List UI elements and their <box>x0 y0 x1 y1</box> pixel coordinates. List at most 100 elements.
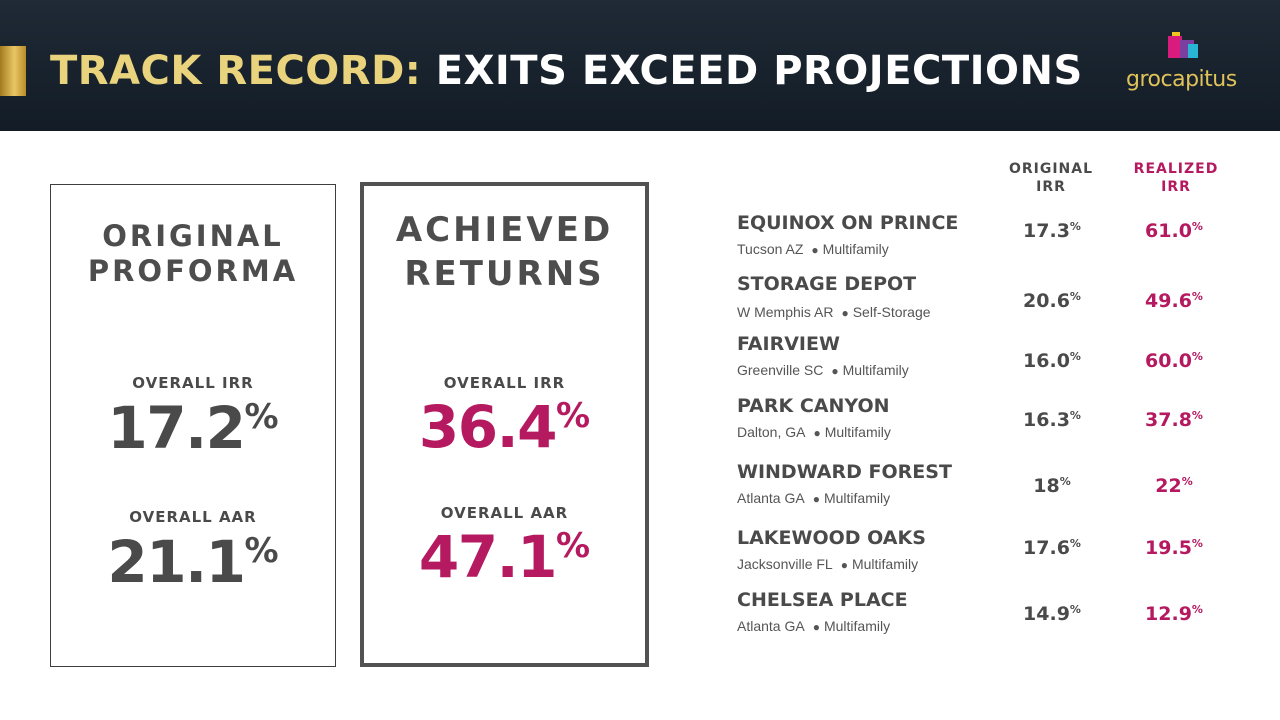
percent-sign: % <box>1069 537 1081 550</box>
property-row: CHELSEA PLACE Atlanta GA ● Multifamily 14.… <box>737 589 1257 649</box>
original-irr-label: OVERALL IRR <box>132 374 254 392</box>
percent-sign: % <box>1191 220 1203 233</box>
bullet-icon: ● <box>813 426 821 440</box>
original-irr-number: 16.0 <box>1023 350 1070 372</box>
percent-sign: % <box>1069 220 1081 233</box>
property-meta: Atlanta GA ● Multifamily <box>737 618 890 634</box>
original-irr-cell: 16.0% <box>997 350 1107 372</box>
page-title: TRACK RECORD: EXITS EXCEED PROJECTIONS <box>50 44 1083 98</box>
original-irr-cell: 18% <box>997 475 1107 497</box>
percent-sign: % <box>1069 409 1081 422</box>
original-irr-column-header: ORIGINAL IRR <box>991 160 1111 196</box>
property-location: Greenville SC <box>737 362 824 378</box>
original-irr-cell: 17.6% <box>997 537 1107 559</box>
original-irr-number: 16.3 <box>1023 409 1070 431</box>
logo-mark-icon <box>1160 32 1200 60</box>
percent-sign: % <box>1191 537 1203 550</box>
col-realized-line2: IRR <box>1161 179 1191 195</box>
property-name: STORAGE DEPOT <box>737 273 917 295</box>
percent-sign: % <box>1059 475 1071 488</box>
header-banner: TRACK RECORD: EXITS EXCEED PROJECTIONS g… <box>0 0 1280 131</box>
original-irr-number: 14.9 <box>1023 603 1070 625</box>
bullet-icon: ● <box>812 620 820 634</box>
original-aar-value: 21.1% <box>51 533 335 591</box>
property-meta: Jacksonville FL ● Multifamily <box>737 556 918 572</box>
original-irr-number: 17.6 <box>1023 537 1070 559</box>
property-meta: Dalton, GA ● Multifamily <box>737 424 891 440</box>
title-accent: TRACK RECORD: <box>50 48 422 94</box>
property-meta: Atlanta GA ● Multifamily <box>737 490 890 506</box>
original-irr-cell: 14.9% <box>997 603 1107 625</box>
property-meta: W Memphis AR ● Self-Storage <box>737 304 931 320</box>
property-name: EQUINOX ON PRINCE <box>737 212 959 234</box>
percent-sign: % <box>1069 350 1081 363</box>
realized-irr-cell: 12.9% <box>1119 603 1229 625</box>
percent-sign: % <box>244 531 279 571</box>
realized-irr-cell: 49.6% <box>1119 290 1229 312</box>
property-location: Atlanta GA <box>737 618 805 634</box>
property-row: FAIRVIEW Greenville SC ● Multifamily 16.0%… <box>737 333 1257 393</box>
achieved-title-line2: RETURNS <box>404 254 605 295</box>
realized-irr-cell: 60.0% <box>1119 350 1229 372</box>
original-aar-number: 21.1 <box>107 528 246 596</box>
achieved-title-line1: ACHIEVED <box>395 210 614 250</box>
percent-sign: % <box>1191 290 1203 303</box>
property-name: CHELSEA PLACE <box>737 589 908 611</box>
percent-sign: % <box>1069 603 1081 616</box>
realized-irr-number: 19.5 <box>1145 537 1192 559</box>
property-location: Atlanta GA <box>737 490 805 506</box>
realized-irr-number: 37.8 <box>1145 409 1192 431</box>
bullet-icon: ● <box>831 364 839 378</box>
achieved-returns-card: ACHIEVED RETURNS OVERALL IRR 36.4% OVERA… <box>360 182 649 667</box>
realized-irr-number: 22 <box>1155 475 1182 497</box>
property-row: STORAGE DEPOT W Memphis AR ● Self-Storage … <box>737 273 1257 333</box>
property-location: W Memphis AR <box>737 304 834 320</box>
original-irr-cell: 20.6% <box>997 290 1107 312</box>
bullet-icon: ● <box>840 558 848 572</box>
property-type: Multifamily <box>851 556 919 572</box>
realized-irr-number: 49.6 <box>1145 290 1192 312</box>
percent-sign: % <box>1069 290 1081 303</box>
original-irr-number: 18 <box>1033 475 1060 497</box>
logo-text: grocapitus <box>1126 67 1237 92</box>
property-row: LAKEWOOD OAKS Jacksonville FL ● Multifamil… <box>737 527 1257 587</box>
property-location: Tucson AZ <box>737 241 804 257</box>
col-original-line1: ORIGINAL <box>1008 161 1094 177</box>
property-row: EQUINOX ON PRINCE Tucson AZ ● Multifamily … <box>737 212 1257 272</box>
property-name: FAIRVIEW <box>737 333 840 355</box>
original-title-line2: PROFORMA <box>87 253 299 288</box>
percent-sign: % <box>244 397 279 437</box>
achieved-aar-label: OVERALL AAR <box>440 504 569 522</box>
percent-sign: % <box>1181 475 1193 488</box>
original-irr-cell: 16.3% <box>997 409 1107 431</box>
percent-sign: % <box>556 526 591 566</box>
property-type: Multifamily <box>823 490 891 506</box>
original-irr-value: 17.2% <box>51 399 335 457</box>
percent-sign: % <box>556 396 591 436</box>
bullet-icon: ● <box>812 492 820 506</box>
realized-irr-cell: 22% <box>1119 475 1229 497</box>
original-aar-label: OVERALL AAR <box>129 508 257 526</box>
gold-accent-bar <box>0 46 26 96</box>
property-name: PARK CANYON <box>737 395 890 417</box>
original-irr-number: 20.6 <box>1023 290 1070 312</box>
property-meta: Greenville SC ● Multifamily <box>737 362 909 378</box>
original-irr-cell: 17.3% <box>997 220 1107 242</box>
property-type: Multifamily <box>823 618 891 634</box>
realized-irr-cell: 19.5% <box>1119 537 1229 559</box>
title-rest: EXITS EXCEED PROJECTIONS <box>435 48 1083 94</box>
col-original-line2: IRR <box>1036 179 1066 195</box>
achieved-card-title: ACHIEVED RETURNS <box>364 208 645 296</box>
achieved-aar-number: 47.1 <box>418 523 558 591</box>
realized-irr-number: 60.0 <box>1145 350 1192 372</box>
property-name: WINDWARD FOREST <box>737 461 952 483</box>
percent-sign: % <box>1191 603 1203 616</box>
original-title-line1: ORIGINAL <box>102 219 284 253</box>
grocapitus-logo: grocapitus <box>1126 30 1237 92</box>
property-type: Multifamily <box>842 362 909 378</box>
realized-irr-number: 12.9 <box>1145 603 1192 625</box>
realized-irr-cell: 61.0% <box>1119 220 1229 242</box>
property-type: Multifamily <box>824 424 891 440</box>
achieved-irr-label: OVERALL IRR <box>443 374 566 392</box>
realized-irr-column-header: REALIZED IRR <box>1116 160 1236 196</box>
